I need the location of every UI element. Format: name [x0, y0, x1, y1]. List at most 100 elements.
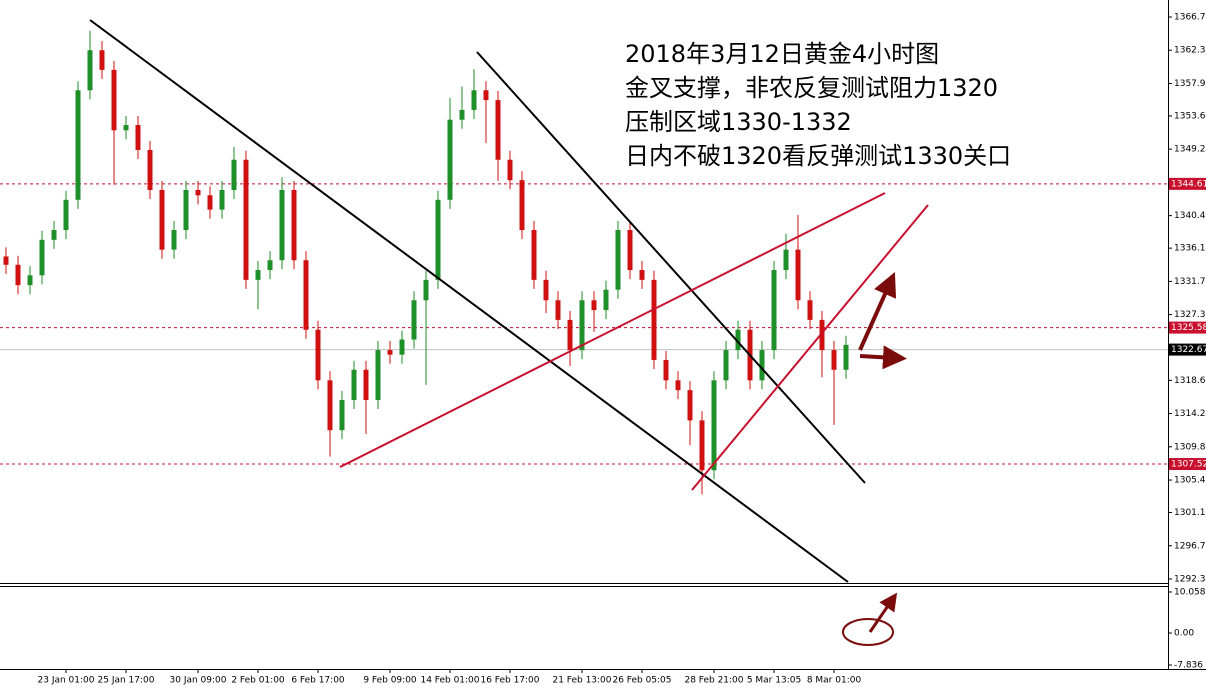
y-tick-label: 1331.70 — [1174, 277, 1206, 287]
candle-body — [375, 350, 381, 400]
x-tick-label: 25 Jan 17:00 — [98, 676, 155, 686]
candle-body — [663, 359, 669, 381]
x-tick-label: 8 Mar 01:00 — [807, 676, 862, 686]
indicator-tick-label: -7.836 — [1174, 660, 1203, 670]
candle-body — [171, 230, 177, 250]
y-tick-label: 1296.70 — [1174, 541, 1206, 551]
candle-body — [591, 300, 597, 311]
candle-body — [543, 279, 549, 301]
candle-body — [759, 350, 765, 381]
trend-line — [339, 192, 886, 468]
candle-body — [567, 319, 573, 351]
candle-body — [807, 300, 813, 320]
candle-body — [579, 300, 585, 351]
annotation: 日内不破1320看反弹测试1330关口 — [625, 142, 1011, 170]
candle-body — [699, 420, 705, 471]
candle-body — [471, 90, 477, 110]
candle-body — [15, 264, 21, 286]
candle-body — [435, 199, 441, 280]
y-tick-label: 1336.10 — [1174, 244, 1206, 254]
candle-body — [39, 239, 45, 276]
y-tick-label: 1353.60 — [1174, 111, 1206, 121]
candle-body — [267, 260, 273, 271]
candle-body — [675, 380, 681, 391]
candle-body — [627, 230, 633, 271]
candle-body — [819, 319, 825, 351]
candle-body — [303, 260, 309, 330]
candle-body — [135, 125, 141, 150]
candle-body — [531, 230, 537, 280]
candle-body — [63, 199, 69, 231]
candle-body — [27, 275, 33, 286]
candle-body — [255, 270, 261, 280]
candle-body — [219, 189, 225, 210]
arrow — [859, 345, 907, 370]
candle-body — [603, 289, 609, 311]
candle-body — [495, 100, 501, 160]
candle-body — [147, 149, 153, 190]
candle-body — [123, 125, 129, 131]
candle-body — [843, 344, 849, 370]
trend-line — [476, 51, 866, 484]
y-tick-label: 1314.20 — [1174, 409, 1206, 419]
x-tick-label: 30 Jan 09:00 — [170, 676, 227, 686]
candle-body — [351, 369, 357, 400]
candle-body — [3, 256, 9, 265]
trend-line — [691, 204, 929, 491]
candle-body — [783, 249, 789, 271]
candle-body — [459, 109, 465, 120]
candle-body — [111, 69, 117, 131]
x-tick-label: 6 Feb 17:00 — [291, 676, 345, 686]
level-label-bg — [1169, 177, 1206, 190]
level-label: 1307.52 — [1171, 460, 1206, 470]
candle-body — [231, 159, 237, 190]
candle-body — [327, 380, 333, 431]
arrows — [842, 272, 907, 646]
arrow — [858, 272, 897, 351]
candle-body — [339, 399, 345, 431]
candle-body — [99, 50, 105, 70]
y-tick-label: 1301.10 — [1174, 508, 1206, 518]
candle-body — [363, 369, 369, 400]
y-tick-label: 1362.30 — [1174, 46, 1206, 56]
indicator-tick-label: 0.00 — [1174, 629, 1194, 639]
y-tick-label: 1309.80 — [1174, 442, 1206, 452]
level-label: 1325.58 — [1171, 323, 1206, 333]
candle-body — [159, 189, 165, 250]
candle-body — [447, 119, 453, 200]
current-price-bg — [1169, 343, 1206, 356]
y-tick-label: 1318.60 — [1174, 376, 1206, 386]
candle-body — [711, 380, 717, 471]
x-tick-label: 23 Jan 01:00 — [38, 676, 95, 686]
candle-body — [279, 189, 285, 261]
candle-body — [387, 350, 393, 355]
y-tick-label: 1327.30 — [1174, 310, 1206, 320]
candle-body — [423, 279, 429, 301]
candle-body — [735, 329, 741, 351]
y-tick-label: 1357.90 — [1174, 79, 1206, 89]
candle-body — [795, 249, 801, 301]
level-label-bg — [1169, 458, 1206, 471]
candle-body — [615, 230, 621, 290]
candle-body — [51, 230, 57, 240]
candle-body — [183, 189, 189, 231]
indicator-tick-label: 10.058 — [1174, 587, 1206, 597]
annotation: 2018年3月12日黄金4小时图 — [625, 40, 939, 68]
annotation: 金叉支撑，非农反复测试阻力1320 — [625, 74, 998, 102]
candle-body — [723, 350, 729, 381]
arrow — [868, 592, 898, 633]
level-label-bg — [1169, 321, 1206, 334]
x-tick-label: 2 Feb 01:00 — [231, 676, 285, 686]
x-tick-label: 26 Feb 05:05 — [612, 676, 671, 686]
x-tick-label: 28 Feb 21:00 — [684, 676, 743, 686]
current-price-label: 1322.67 — [1171, 345, 1206, 355]
x-tick-label: 5 Mar 13:05 — [747, 676, 801, 686]
candle-body — [483, 90, 489, 101]
trend-line — [89, 19, 849, 583]
y-tick-label: 1366.70 — [1174, 12, 1206, 22]
candle-body — [243, 159, 249, 280]
candle-body — [639, 270, 645, 280]
annotations: 2018年3月12日黄金4小时图 金叉支撑，非农反复测试阻力1320 压制区域1… — [625, 40, 1011, 170]
candle-body — [687, 390, 693, 421]
